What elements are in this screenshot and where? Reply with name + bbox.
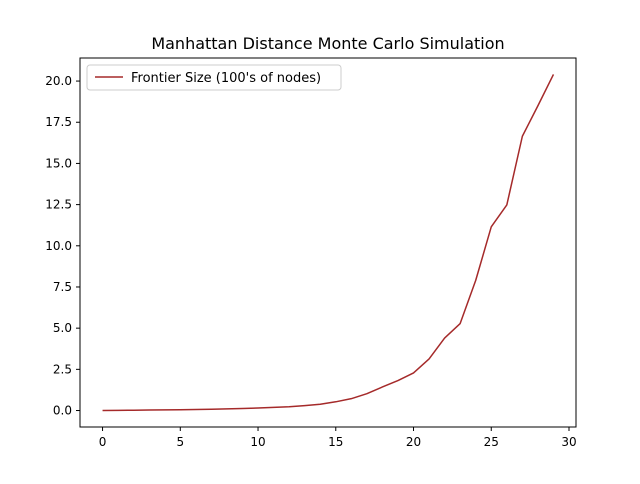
legend-label: Frontier Size (100's of nodes) [131, 71, 321, 86]
y-tick-label: 5.0 [53, 321, 72, 335]
y-tick-label: 15.0 [45, 156, 72, 170]
plot-area [102, 74, 555, 412]
series-line-frontier-size [102, 74, 555, 412]
y-tick-label: 0.0 [53, 404, 72, 418]
y-axis: 0.0 2.5 5.0 7.5 10.0 12.5 15.0 17.5 20.0 [45, 74, 80, 418]
x-tick-label: 0 [99, 435, 107, 449]
x-tick-label: 10 [250, 435, 265, 449]
chart-title: Manhattan Distance Monte Carlo Simulatio… [151, 34, 504, 53]
x-tick-label: 30 [561, 435, 576, 449]
y-tick-label: 12.5 [45, 198, 72, 212]
y-tick-label: 7.5 [53, 280, 72, 294]
y-tick-label: 20.0 [45, 74, 72, 88]
axes-frame [79, 57, 577, 428]
x-tick-label: 20 [406, 435, 421, 449]
x-tick-label: 25 [484, 435, 499, 449]
legend-box [86, 64, 342, 91]
x-tick-label: 5 [176, 435, 184, 449]
y-tick-label: 10.0 [45, 239, 72, 253]
x-tick-label: 15 [328, 435, 343, 449]
legend: Frontier Size (100's of nodes) [86, 64, 342, 91]
y-tick-label: 17.5 [45, 115, 72, 129]
x-axis: 0 5 10 15 20 25 30 [99, 427, 577, 449]
y-tick-label: 2.5 [53, 362, 72, 376]
